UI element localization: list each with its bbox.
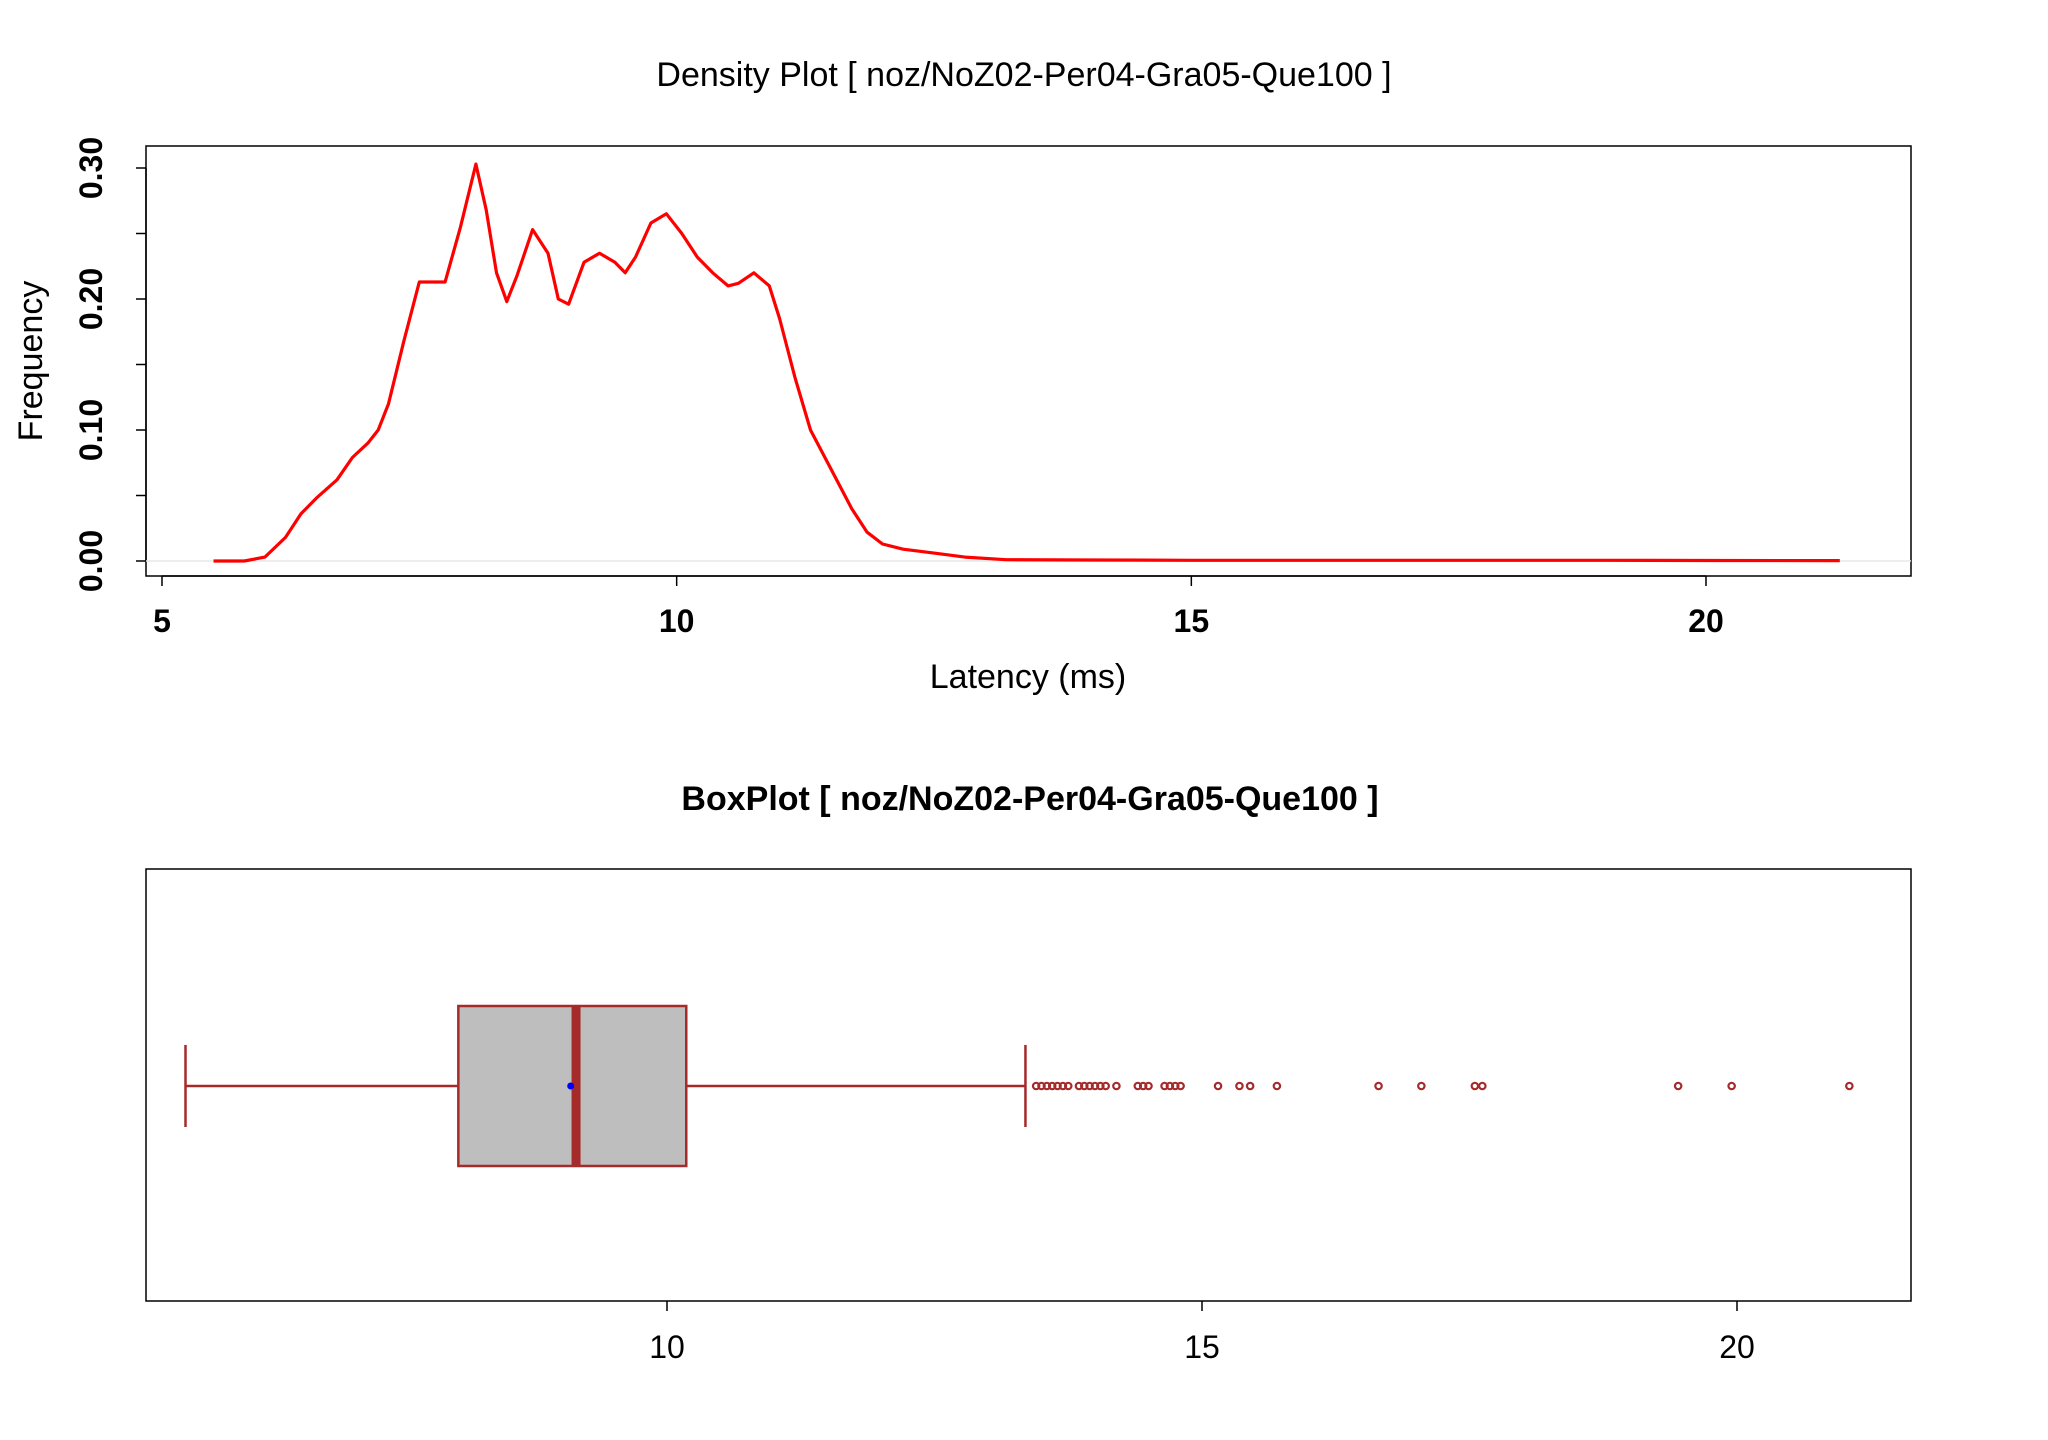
density-x-axis: 5 10 15 20 [153, 575, 1724, 639]
boxplot-title: BoxPlot [ noz/NoZ02-Per04-Gra05-Que100 ] [681, 780, 1378, 818]
density-y-axis: 0.00 0.10 0.20 0.30 [73, 137, 147, 592]
density-y-tick-label: 0.00 [73, 530, 109, 592]
density-x-tick-label: 5 [153, 603, 171, 639]
density-x-axis-label: Latency (ms) [930, 658, 1127, 696]
outlier-point [1727, 1081, 1736, 1091]
boxplot-frame [145, 868, 1912, 1302]
outlier-point [1245, 1081, 1255, 1091]
density-y-tick-label: 0.30 [73, 137, 109, 199]
density-y-axis-label: Frequency [12, 281, 50, 442]
box-plot: BoxPlot [ noz/NoZ02-Per04-Gra05-Que100 ]… [145, 780, 1912, 1365]
outlier-point [1673, 1081, 1683, 1091]
density-plot: Density Plot [ noz/NoZ02-Per04-Gra05-Que… [12, 56, 1912, 696]
outlier-point [1063, 1081, 1073, 1091]
density-y-tick-label: 0.10 [73, 399, 109, 461]
outlier-point [1374, 1081, 1383, 1091]
mean-point [567, 1082, 575, 1090]
outlier-point [1235, 1081, 1244, 1091]
density-plot-frame [145, 145, 1912, 577]
density-title: Density Plot [ noz/NoZ02-Per04-Gra05-Que… [656, 56, 1391, 94]
boxplot-x-tick-label: 10 [649, 1329, 685, 1365]
density-y-tick-label: 0.20 [73, 268, 109, 330]
outlier-point [1470, 1081, 1480, 1091]
outlier-point [1144, 1081, 1153, 1091]
boxplot-x-axis: 10 15 20 [649, 1301, 1755, 1365]
density-curve [213, 162, 1840, 563]
outlier-point [1213, 1081, 1223, 1091]
outlier-point [1101, 1081, 1111, 1091]
boxplot-x-tick-label: 15 [1184, 1329, 1220, 1365]
outlier-point [1272, 1081, 1282, 1091]
outlier-point [1478, 1081, 1487, 1091]
outlier-point [1417, 1081, 1426, 1091]
density-x-tick-label: 10 [659, 603, 695, 639]
outlier-point [1176, 1081, 1185, 1091]
outlier-point [1845, 1081, 1854, 1091]
density-x-tick-label: 15 [1174, 603, 1210, 639]
boxplot-elements [184, 1004, 1854, 1168]
boxplot-x-tick-label: 20 [1719, 1329, 1755, 1365]
outlier-point [1112, 1081, 1121, 1091]
density-x-tick-label: 20 [1688, 603, 1724, 639]
